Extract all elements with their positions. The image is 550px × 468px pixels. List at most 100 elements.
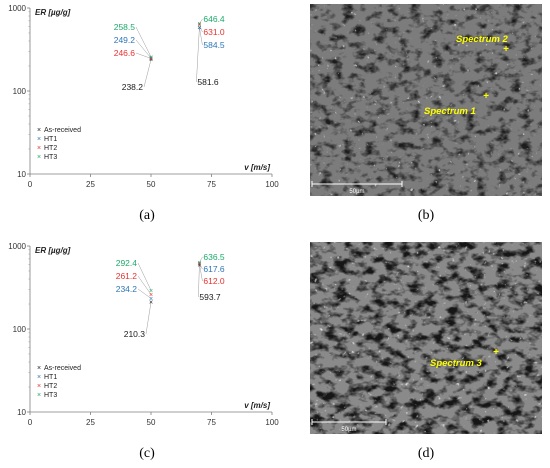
legend-entry: HT2 bbox=[44, 145, 57, 152]
data-label: 593.7 bbox=[199, 292, 221, 302]
annotation-leader-line bbox=[135, 52, 152, 59]
data-label: 261.2 bbox=[116, 271, 138, 281]
x-tick-label: 75 bbox=[207, 418, 216, 427]
legend-marker: × bbox=[37, 383, 41, 390]
data-point-marker: × bbox=[149, 300, 153, 307]
x-tick-label: 50 bbox=[147, 418, 156, 427]
y-tick-label: 100 bbox=[13, 325, 27, 334]
legend-marker: × bbox=[37, 136, 41, 143]
annotation-leader-line bbox=[198, 264, 200, 298]
annotation-leader-line bbox=[135, 39, 152, 59]
x-tick-label: 0 bbox=[28, 180, 33, 189]
sem-light-texture bbox=[310, 4, 542, 196]
x-tick-label: 75 bbox=[207, 180, 216, 189]
data-point-marker: × bbox=[197, 25, 201, 32]
legend-entry: HT1 bbox=[44, 136, 57, 143]
y-tick-label: 1000 bbox=[8, 242, 26, 251]
legend-marker: × bbox=[37, 392, 41, 399]
data-label: 246.6 bbox=[114, 48, 136, 58]
annotation-leader-line bbox=[199, 263, 203, 282]
data-point-marker: × bbox=[149, 54, 153, 61]
spectrum-marker-2: Spectrum 2 + bbox=[456, 34, 509, 55]
sem-light-texture bbox=[310, 242, 542, 434]
data-point-marker: × bbox=[197, 21, 201, 28]
panel-label-d: (d) bbox=[417, 446, 435, 461]
data-point-marker: × bbox=[149, 296, 153, 303]
spectrum-label-3: Spectrum 3 bbox=[430, 358, 482, 369]
panel-label-b: (b) bbox=[417, 208, 435, 223]
sem-micrograph-d: 50µm Spectrum 3 + bbox=[310, 242, 542, 434]
data-point-marker: × bbox=[197, 261, 201, 268]
annotation-leader-line bbox=[137, 262, 152, 291]
x-tick-label: 100 bbox=[265, 180, 279, 189]
legend-entry: HT3 bbox=[44, 392, 57, 399]
x-tick-label: 25 bbox=[86, 418, 95, 427]
scale-bar-label: 50µm bbox=[349, 189, 364, 195]
data-label: 617.6 bbox=[203, 264, 225, 274]
annotation-leader-line bbox=[199, 24, 203, 33]
annotation-leader-line bbox=[137, 288, 152, 299]
scale-bar-label: 50µm bbox=[341, 427, 356, 433]
data-point-marker: × bbox=[149, 56, 153, 63]
y-tick-label: 10 bbox=[17, 170, 26, 179]
y-tick-label: 10 bbox=[17, 408, 26, 417]
annotation-leader-line bbox=[137, 275, 152, 295]
y-axis-label: ER [µg/g] bbox=[35, 8, 71, 17]
data-point-marker: × bbox=[197, 25, 201, 32]
panel-label-a: (a) bbox=[139, 208, 155, 223]
x-tick-label: 50 bbox=[147, 180, 156, 189]
annotation-leader-line bbox=[196, 27, 200, 83]
spectrum-marker-3: Spectrum 3 + bbox=[430, 347, 499, 369]
spectrum-marker-1: + Spectrum 1 bbox=[424, 91, 489, 117]
y-tick-label: 1000 bbox=[8, 4, 26, 13]
data-label: 292.4 bbox=[116, 258, 138, 268]
data-label: 238.2 bbox=[122, 82, 144, 92]
data-label: 249.2 bbox=[114, 35, 136, 45]
legend-marker: × bbox=[37, 374, 41, 381]
data-label: 581.6 bbox=[197, 77, 219, 87]
spectrum-label-2: Spectrum 2 bbox=[456, 34, 508, 45]
erosion-rate-chart-a: 0 25 50 75 100 10 100 1000 ER [µg/g] v [m/s] 258.5… bbox=[8, 4, 279, 189]
annotation-leader-line bbox=[199, 18, 203, 24]
data-point-marker: × bbox=[197, 262, 201, 269]
legend-marker: × bbox=[37, 145, 41, 152]
legend-marker: × bbox=[37, 365, 41, 372]
annotation-leader-line bbox=[145, 302, 152, 335]
legend-entry: HT3 bbox=[44, 154, 57, 161]
x-tick-label: 25 bbox=[86, 180, 95, 189]
erosion-rate-chart-c: 0 25 50 75 100 10 100 1000 ER [µg/g] v [m/s] 292.4… bbox=[8, 242, 279, 427]
y-tick-label: 100 bbox=[13, 87, 27, 96]
annotation-leader-line bbox=[143, 59, 152, 88]
crosshair-icon: + bbox=[483, 91, 489, 102]
x-axis-label: v [m/s] bbox=[244, 163, 270, 172]
annotation-leader-line bbox=[135, 26, 152, 57]
x-tick-label: 0 bbox=[28, 418, 33, 427]
data-label: 210.3 bbox=[124, 329, 146, 339]
legend-entry: As-received bbox=[44, 127, 81, 134]
scale-bar: 50µm bbox=[311, 181, 403, 195]
x-axis-label: v [m/s] bbox=[244, 401, 270, 410]
data-point-marker: × bbox=[197, 261, 201, 268]
data-label: 631.0 bbox=[203, 27, 225, 37]
panel-label-c: (c) bbox=[139, 446, 155, 461]
scale-bar: 50µm bbox=[311, 419, 387, 433]
spectrum-label-1: Spectrum 1 bbox=[424, 106, 476, 117]
sem-micrograph-b: 50µm Spectrum 2 + + Spectrum 1 bbox=[310, 4, 542, 196]
data-label: 234.2 bbox=[116, 284, 138, 294]
data-point-marker: × bbox=[149, 292, 153, 299]
data-label: 584.5 bbox=[203, 40, 225, 50]
annotation-leader-line bbox=[199, 256, 203, 263]
crosshair-icon: + bbox=[493, 347, 499, 358]
data-point-marker: × bbox=[197, 260, 201, 267]
annotation-leader-line bbox=[199, 27, 203, 46]
data-label: 612.0 bbox=[203, 276, 225, 286]
legend-entry: As-received bbox=[44, 365, 81, 372]
annotation-leader-line bbox=[199, 263, 203, 270]
data-point-marker: × bbox=[197, 22, 201, 29]
x-tick-label: 100 bbox=[265, 418, 279, 427]
data-label: 636.5 bbox=[203, 252, 225, 262]
data-label: 646.4 bbox=[203, 14, 225, 24]
data-point-marker: × bbox=[149, 56, 153, 63]
legend-entry: HT1 bbox=[44, 374, 57, 381]
data-label: 258.5 bbox=[114, 22, 136, 32]
